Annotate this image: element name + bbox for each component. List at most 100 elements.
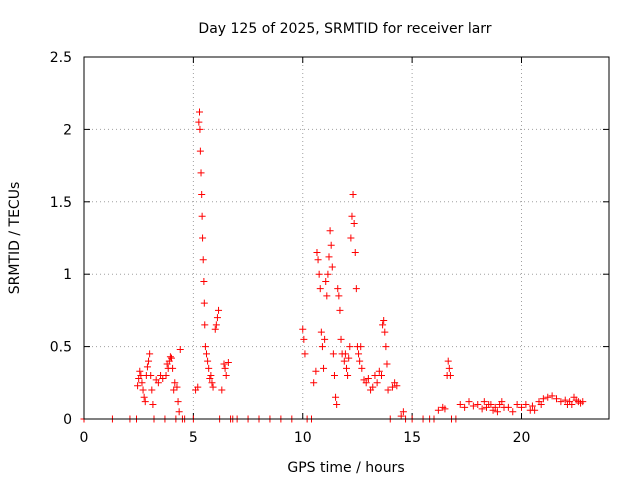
data-point (322, 277, 330, 285)
data-point (445, 364, 453, 372)
data-point (325, 253, 333, 261)
y-tick-label: 1 (63, 267, 72, 283)
data-point (491, 403, 499, 411)
data-point (196, 108, 203, 116)
data-point (356, 357, 364, 365)
y-tick-label: 0 (63, 412, 72, 428)
grid (84, 57, 609, 419)
data-point (444, 357, 452, 365)
data-point (334, 285, 342, 293)
data-point (434, 406, 442, 414)
data-point (478, 405, 486, 413)
data-point (341, 350, 349, 358)
data-point (328, 263, 336, 271)
data-point (162, 372, 170, 380)
x-tick-label: 20 (513, 430, 531, 446)
data-point (145, 357, 153, 365)
data-point (211, 325, 219, 333)
data-point (195, 118, 203, 126)
data-point (220, 360, 228, 368)
x-tick-label: 10 (294, 430, 312, 446)
data-point (348, 212, 356, 220)
y-tick-label: 1.5 (50, 195, 72, 211)
y-tick-label: 2 (63, 122, 72, 138)
data-point (388, 383, 396, 391)
data-point (321, 335, 329, 343)
data-point (314, 256, 322, 264)
data-point (340, 357, 348, 365)
data-point (218, 386, 226, 394)
data-point (465, 398, 473, 406)
x-tick-label: 15 (403, 430, 421, 446)
data-point (173, 383, 181, 391)
data-point (531, 406, 539, 414)
data-point (568, 401, 576, 409)
data-point (379, 321, 387, 329)
data-point (382, 343, 390, 351)
data-point (159, 374, 167, 382)
data-point (397, 412, 405, 420)
data-point (143, 363, 151, 371)
data-point (215, 306, 223, 314)
data-point (222, 372, 230, 380)
data-point (528, 402, 536, 410)
data-point (200, 277, 208, 285)
data-points (80, 108, 587, 423)
plot-frame (83, 56, 610, 420)
data-point (300, 335, 308, 343)
data-point (383, 360, 391, 368)
data-point (539, 395, 547, 403)
data-point (509, 408, 517, 416)
data-point (204, 357, 212, 365)
data-point (209, 383, 217, 391)
data-point (200, 299, 208, 307)
data-point (561, 396, 569, 404)
data-point (393, 382, 401, 390)
data-point (369, 383, 377, 391)
data-point (170, 386, 178, 394)
data-point (201, 321, 209, 329)
data-point (352, 285, 360, 293)
data-point (441, 405, 449, 413)
data-point (169, 364, 177, 372)
data-point (323, 292, 331, 300)
data-point (199, 234, 207, 242)
ticks: 0 0.5 1 1.5 2 2.5 0 5 10 15 20 (50, 50, 609, 446)
data-point (320, 364, 328, 372)
data-point (310, 379, 318, 387)
data-point (154, 379, 162, 387)
data-point (498, 398, 506, 406)
y-tick-label: 2.5 (50, 50, 72, 66)
data-point (446, 372, 454, 380)
data-point (196, 147, 204, 155)
x-axis-label: GPS time / hours (287, 460, 404, 476)
data-point (205, 364, 213, 372)
data-point (136, 367, 144, 375)
data-point (206, 374, 214, 382)
data-point (138, 379, 146, 387)
data-point (346, 343, 354, 351)
data-point (513, 401, 521, 409)
data-point (537, 401, 545, 409)
data-point (373, 379, 381, 387)
data-point (548, 392, 556, 400)
data-point (371, 372, 379, 380)
data-point (333, 401, 341, 409)
data-point (208, 379, 216, 387)
x-tick-label: 5 (189, 430, 198, 446)
data-point (332, 393, 340, 401)
data-point (358, 364, 366, 372)
data-point (147, 372, 155, 380)
data-point (224, 359, 232, 367)
data-point (171, 379, 179, 387)
data-point (317, 328, 325, 336)
data-point (330, 372, 338, 380)
data-point (493, 408, 501, 416)
data-point (213, 314, 221, 322)
data-point (557, 398, 565, 406)
data-point (349, 191, 357, 199)
data-point (301, 350, 309, 358)
data-point (166, 353, 174, 361)
data-point (139, 386, 147, 394)
